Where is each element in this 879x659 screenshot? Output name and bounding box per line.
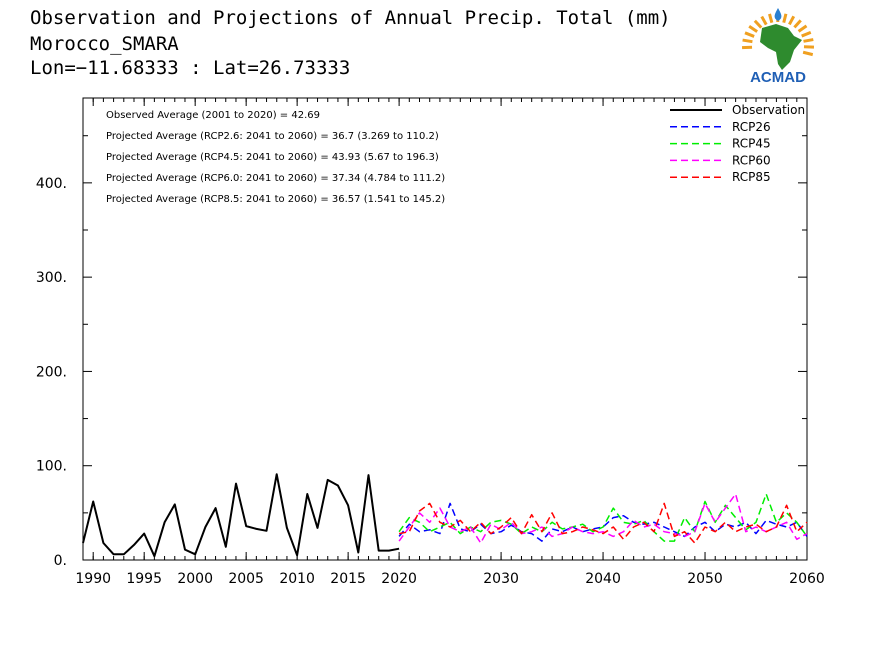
legend-label-rcp26: RCP26 <box>732 120 771 134</box>
africa-shape <box>760 24 802 70</box>
x-tick-label: 2020 <box>381 571 417 587</box>
sun-ray <box>768 13 774 24</box>
series-line-rcp26 <box>398 502 808 542</box>
sun-ray <box>782 13 788 23</box>
x-tick-label: 2010 <box>279 571 315 587</box>
sun-ray <box>801 30 812 38</box>
y-tick-label: 400. <box>36 176 67 192</box>
x-tick-label: 1990 <box>75 571 111 587</box>
x-tick-label: 2015 <box>330 571 366 587</box>
stats-annotation: Projected Average (RCP6.0: 2041 to 2060)… <box>106 173 445 184</box>
stats-annotation: Projected Average (RCP8.5: 2041 to 2060)… <box>106 194 445 205</box>
series-line-rcp60 <box>398 493 808 544</box>
sun-ray <box>802 50 814 57</box>
sun-ray <box>793 19 802 29</box>
x-tick-label: 2060 <box>789 571 825 587</box>
stats-annotation: Projected Average (RCP4.5: 2041 to 2060)… <box>106 152 439 163</box>
chart-subtitle-location: Morocco_SMARA <box>30 33 179 55</box>
y-tick-label: 200. <box>36 364 67 380</box>
sun-ray <box>744 31 755 38</box>
legend-label-rcp45: RCP45 <box>732 137 771 151</box>
chart-subtitle-coordinates: Lon=−11.68333 : Lat=26.73333 <box>30 57 351 79</box>
legend-label-rcp85: RCP85 <box>732 170 771 184</box>
sun-ray <box>760 15 768 26</box>
chart-title: Observation and Projections of Annual Pr… <box>30 7 671 29</box>
x-tick-label: 2005 <box>228 571 264 587</box>
legend-label-observation: Observation <box>732 103 805 117</box>
x-tick-label: 2000 <box>177 571 213 587</box>
stats-annotation: Projected Average (RCP2.6: 2041 to 2060)… <box>106 131 439 142</box>
x-tick-label: 2030 <box>483 571 519 587</box>
water-drop-icon <box>774 8 782 21</box>
sun-ray <box>753 19 763 29</box>
plot-frame <box>82 97 808 561</box>
x-tick-label: 2050 <box>687 571 723 587</box>
logo-text: ACMAD <box>750 69 806 86</box>
series-line-rcp45 <box>398 493 808 542</box>
y-tick-label: 0. <box>54 553 67 569</box>
sun-ray <box>742 38 753 44</box>
series-line-observation <box>82 473 400 558</box>
legend-label-rcp60: RCP60 <box>732 153 771 167</box>
sun-ray <box>803 38 814 43</box>
x-tick-label: 2040 <box>585 571 621 587</box>
acmad-logo: ACMAD <box>741 8 815 86</box>
stats-annotation: Observed Average (2001 to 2020) = 42.69 <box>106 110 320 121</box>
y-tick-label: 100. <box>36 459 67 475</box>
y-tick-label: 300. <box>36 270 67 286</box>
sun-ray <box>797 24 808 33</box>
sun-ray <box>788 15 796 26</box>
sun-ray <box>748 25 758 33</box>
x-tick-label: 1995 <box>126 571 162 587</box>
series-line-rcp85 <box>398 502 808 544</box>
